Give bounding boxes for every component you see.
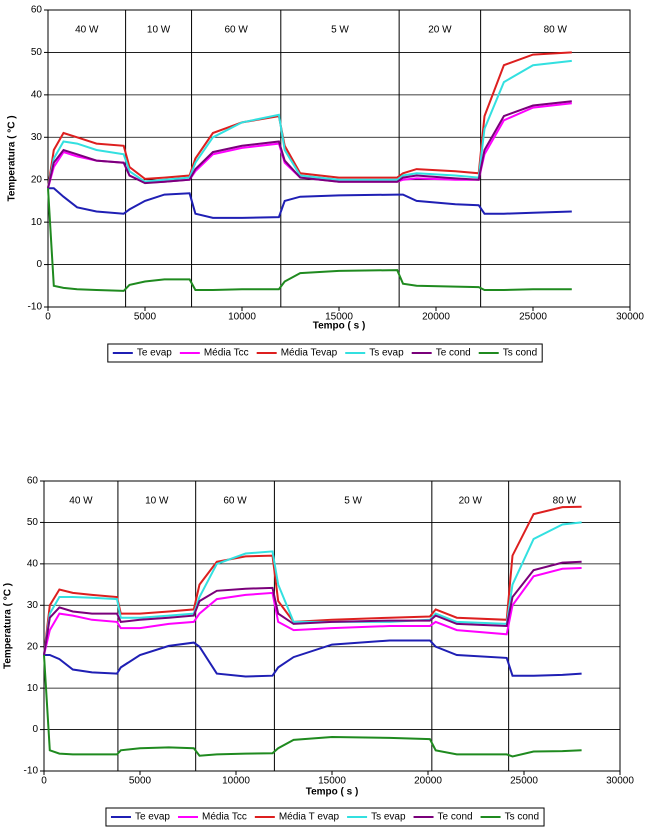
series-line [43, 654, 582, 758]
legend-label: Te cond [436, 348, 471, 359]
series-line [44, 639, 582, 678]
y-tick-label: -10 [24, 766, 39, 777]
y-tick-label: 10 [31, 217, 43, 228]
series-line [47, 188, 572, 292]
phase-label: 80 W [553, 496, 577, 507]
x-tick-label: 30000 [616, 312, 644, 323]
phase-label: 40 W [69, 496, 93, 507]
y-tick-label: 30 [31, 132, 43, 143]
legend-label: Ts evap [371, 812, 406, 823]
x-tick-label: 25000 [519, 312, 547, 323]
y-tick-label: 40 [27, 558, 39, 569]
x-tick-label: 5000 [134, 312, 157, 323]
phase-label: 5 W [344, 496, 362, 507]
x-tick-label: 15000 [318, 776, 346, 787]
series-line [43, 567, 582, 656]
legend: Te evap Média Tcc Média Tevap Ts evap Te con… [107, 343, 543, 363]
x-tick-label: 5000 [129, 776, 152, 787]
legend-label: Ts cond [505, 812, 539, 823]
legend-label: Te evap [137, 348, 172, 359]
series-line [43, 521, 582, 656]
phase-label: 60 W [223, 496, 247, 507]
legend-label: Média Tevap [281, 348, 338, 359]
phase-label: 40 W [75, 25, 99, 36]
series-line [48, 187, 572, 219]
phase-label: 10 W [145, 496, 169, 507]
legend: Te evap Média Tcc Média T evap Ts evap Te co… [105, 807, 545, 827]
series-line [43, 560, 582, 656]
plot-area [43, 480, 621, 772]
x-axis-title: Tempo ( s ) [306, 787, 359, 798]
x-tick-label: 10000 [222, 776, 250, 787]
legend-label: Média Tcc [202, 812, 247, 823]
phase-label: 5 W [331, 25, 349, 36]
x-tick-label: 0 [41, 776, 47, 787]
x-tick-label: 20000 [422, 312, 450, 323]
y-tick-label: 40 [31, 89, 43, 100]
legend-label: Te cond [438, 812, 473, 823]
legend-box [105, 807, 545, 827]
y-tick-label: -10 [28, 302, 43, 313]
series-line [47, 59, 572, 189]
series-line [43, 505, 582, 656]
y-axis-title: Temperatura ( °C ) [7, 115, 18, 201]
x-tick-label: 20000 [414, 776, 442, 787]
y-tick-label: 50 [27, 517, 39, 528]
legend-label: Ts evap [369, 348, 404, 359]
x-tick-label: 30000 [606, 776, 634, 787]
y-tick-label: 60 [31, 5, 43, 16]
legend-box [107, 343, 543, 363]
plot-area [47, 9, 631, 308]
phase-label: 80 W [544, 25, 568, 36]
series-line [47, 100, 572, 189]
y-tick-label: 20 [27, 641, 39, 652]
y-axis-title: Temperatura ( °C ) [3, 583, 14, 669]
y-tick-label: 50 [31, 47, 43, 58]
x-tick-label: 10000 [228, 312, 256, 323]
y-tick-label: 30 [27, 600, 39, 611]
y-tick-label: 10 [27, 683, 39, 694]
x-tick-label: 0 [45, 312, 51, 323]
x-axis-title: Tempo ( s ) [313, 321, 366, 332]
y-tick-label: 0 [32, 724, 38, 735]
x-tick-label: 25000 [510, 776, 538, 787]
y-tick-label: 0 [36, 259, 42, 270]
legend-label: Te evap [135, 812, 170, 823]
phase-label: 20 W [459, 496, 483, 507]
phase-label: 20 W [428, 25, 452, 36]
legend-label: Média Tcc [204, 348, 249, 359]
phase-label: 10 W [147, 25, 171, 36]
phase-label: 60 W [225, 25, 249, 36]
y-tick-label: 20 [31, 174, 43, 185]
x-tick-label: 15000 [325, 312, 353, 323]
legend-label: Ts cond [503, 348, 537, 359]
legend-label: Média T evap [279, 812, 340, 823]
y-tick-label: 60 [27, 476, 39, 487]
